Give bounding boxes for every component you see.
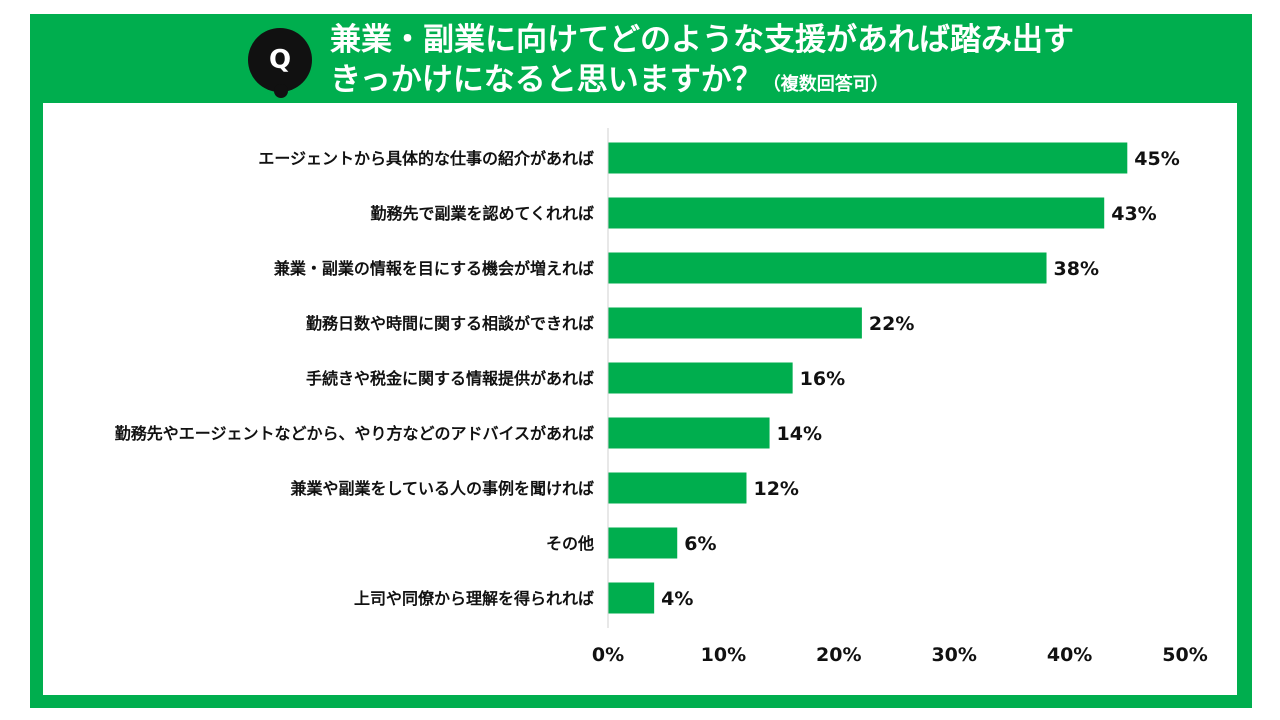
bar (608, 582, 655, 614)
question-badge: Q (248, 28, 312, 92)
x-tick-label: 30% (931, 644, 976, 666)
value-label: 4% (661, 588, 693, 610)
category-label: 手続きや税金に関する情報提供があれば (306, 369, 594, 388)
x-tick-label: 0% (592, 644, 624, 666)
bars-group (608, 142, 1128, 614)
value-labels-group: 45% 43% 38% 22% 16% 14% 12% 6% 4% (661, 148, 1180, 610)
x-tick-label: 20% (816, 644, 861, 666)
x-tick-label: 50% (1162, 644, 1207, 666)
category-label: 上司や同僚から理解を得られれば (354, 589, 594, 608)
category-label: エージェントから具体的な仕事の紹介があれば (258, 149, 594, 168)
question-title-line1: 兼業・副業に向けてどのような支援があれば踏み出す (330, 22, 1074, 58)
bar (608, 197, 1105, 229)
category-label: その他 (546, 534, 594, 553)
x-axis-ticks-group: 0% 10% 20% 30% 40% 50% (592, 644, 1208, 666)
x-tick-label: 10% (701, 644, 746, 666)
bar (608, 252, 1047, 284)
category-label: 勤務日数や時間に関する相談ができれば (306, 314, 594, 333)
bar (608, 527, 678, 559)
value-label: 12% (753, 478, 798, 500)
question-title-line2-text: きっかけになると思いますか？ (330, 62, 763, 98)
bar (608, 307, 862, 339)
value-label: 22% (869, 313, 914, 335)
value-label: 14% (777, 423, 822, 445)
bar (608, 417, 770, 449)
category-label: 兼業・副業の情報を目にする機会が増えれば (274, 259, 594, 278)
x-tick-label: 40% (1047, 644, 1092, 666)
bar (608, 142, 1128, 174)
question-note: （複数回答可） (762, 74, 889, 95)
value-label: 38% (1054, 258, 1099, 280)
bar (608, 362, 793, 394)
bar (608, 472, 747, 504)
question-title: 兼業・副業に向けてどのような支援があれば踏み出す きっかけになると思いますか？（… (330, 20, 1230, 105)
value-label: 43% (1111, 203, 1156, 225)
value-label: 16% (800, 368, 845, 390)
question-badge-tail (274, 84, 288, 98)
category-label: 勤務先で副業を認めてくれれば (370, 204, 594, 223)
category-label: 勤務先やエージェントなどから、やり方などのアドバイスがあれば (115, 424, 594, 443)
question-title-line2: きっかけになると思いますか？（複数回答可） (330, 60, 1230, 105)
value-label: 45% (1134, 148, 1179, 170)
category-labels-group: エージェントから具体的な仕事の紹介があれば勤務先で副業を認めてくれれば兼業・副業… (115, 149, 594, 608)
category-label: 兼業や副業をしている人の事例を聞ければ (290, 479, 594, 498)
value-label: 6% (684, 533, 716, 555)
